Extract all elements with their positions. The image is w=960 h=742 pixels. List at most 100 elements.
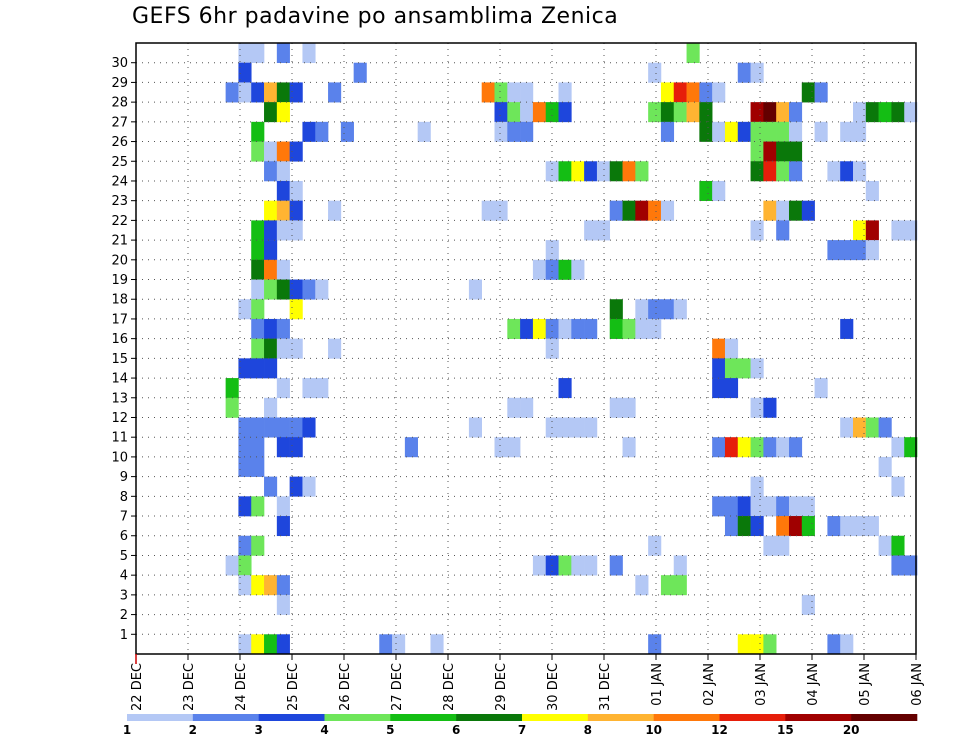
color-legend: 1 2 3 4 5 6 7 8 10 12 15 20 bbox=[123, 714, 918, 737]
heatmap-cell bbox=[507, 437, 521, 458]
heatmap-cell bbox=[545, 259, 559, 280]
heatmap-cell bbox=[289, 200, 303, 221]
y-tick-label: 12 bbox=[111, 411, 128, 426]
heatmap-cell bbox=[584, 555, 598, 576]
heatmap-cell bbox=[660, 299, 675, 320]
heatmap-cell bbox=[379, 634, 393, 655]
y-tick-label: 30 bbox=[111, 56, 128, 71]
heatmap-cell bbox=[276, 279, 290, 300]
heatmap-cell bbox=[622, 318, 636, 339]
heatmap-cell bbox=[648, 299, 662, 320]
heatmap-cell bbox=[724, 338, 739, 359]
heatmap-cell bbox=[558, 378, 572, 399]
heatmap-cell bbox=[225, 397, 239, 418]
x-tick-label: 27 DEC bbox=[390, 663, 405, 711]
heatmap-cell bbox=[891, 437, 905, 458]
heatmap-cell bbox=[251, 141, 265, 162]
heatmap-cell bbox=[763, 141, 777, 162]
heatmap-cell bbox=[251, 456, 265, 477]
legend-swatch bbox=[785, 714, 852, 721]
heatmap-cell bbox=[891, 476, 905, 497]
heatmap-cell bbox=[251, 259, 265, 280]
heatmap-cell bbox=[238, 437, 252, 458]
legend-swatch bbox=[587, 714, 654, 721]
x-tick-label: 23 DEC bbox=[182, 663, 197, 711]
heatmap-cell bbox=[571, 555, 585, 576]
heatmap-cell bbox=[315, 378, 329, 399]
heatmap-cell bbox=[750, 141, 764, 162]
heatmap-cell bbox=[865, 220, 879, 241]
heatmap-cell bbox=[878, 102, 892, 123]
heatmap-cell bbox=[814, 82, 828, 103]
heatmap-cell bbox=[724, 496, 739, 517]
x-tick-label: 05 JAN bbox=[858, 663, 873, 706]
heatmap-cell bbox=[891, 102, 905, 123]
heatmap-cell bbox=[238, 299, 252, 320]
heatmap-cell bbox=[251, 496, 265, 517]
heatmap-cell bbox=[251, 338, 265, 359]
heatmap-cell bbox=[776, 121, 790, 142]
heatmap-cell bbox=[776, 141, 790, 162]
heatmap-cell bbox=[264, 634, 278, 655]
y-tick-label: 23 bbox=[111, 194, 128, 209]
heatmap-cell bbox=[494, 200, 508, 221]
y-tick-label: 21 bbox=[111, 234, 128, 249]
heatmap-cell bbox=[673, 575, 687, 596]
heatmap-cell bbox=[904, 102, 918, 123]
heatmap-cell bbox=[251, 121, 265, 142]
heatmap-cell bbox=[788, 141, 803, 162]
heatmap-cell bbox=[225, 555, 239, 576]
y-tick-label: 2 bbox=[120, 608, 128, 623]
heatmap-cell bbox=[724, 516, 739, 537]
heatmap-cell bbox=[289, 180, 303, 201]
heatmap-cell bbox=[276, 259, 290, 280]
legend-label: 15 bbox=[777, 723, 794, 737]
y-tick-label: 14 bbox=[111, 372, 128, 387]
heatmap-cell bbox=[865, 240, 879, 261]
heatmap-cell bbox=[724, 437, 739, 458]
heatmap-cell bbox=[673, 555, 687, 576]
heatmap-cell bbox=[853, 161, 867, 182]
y-tick-label: 5 bbox=[120, 549, 128, 564]
heatmap-cell bbox=[238, 575, 252, 596]
x-tick-label: 30 DEC bbox=[546, 663, 561, 711]
heatmap-cell bbox=[302, 121, 316, 142]
legend-swatch bbox=[324, 714, 391, 721]
x-tick-label: 24 DEC bbox=[234, 663, 249, 711]
heatmap-cell bbox=[238, 535, 252, 556]
legend-label: 4 bbox=[320, 723, 328, 737]
heatmap-cell bbox=[622, 161, 636, 182]
heatmap-cell bbox=[264, 476, 278, 497]
heatmap-cell bbox=[609, 318, 623, 339]
heatmap-cell bbox=[827, 634, 841, 655]
heatmap-cell bbox=[417, 121, 431, 142]
heatmap-cell bbox=[494, 437, 508, 458]
heatmap-cell bbox=[609, 299, 623, 320]
heatmap-cell bbox=[686, 43, 700, 64]
heatmap-cell bbox=[648, 62, 662, 83]
heatmap-cell bbox=[904, 220, 918, 241]
heatmap-cell bbox=[494, 82, 508, 103]
heatmap-cell bbox=[737, 437, 751, 458]
heatmap-cell bbox=[801, 496, 815, 517]
y-tick-label: 8 bbox=[120, 490, 128, 505]
heatmap-cell bbox=[545, 102, 559, 123]
y-tick-label: 6 bbox=[120, 529, 128, 544]
heatmap-cell bbox=[904, 437, 918, 458]
heatmap-cell bbox=[750, 397, 764, 418]
heatmap-cell bbox=[788, 496, 803, 517]
heatmap-cell bbox=[251, 82, 265, 103]
heatmap-cell bbox=[686, 82, 700, 103]
heatmap-cell bbox=[276, 378, 290, 399]
heatmap-cell bbox=[571, 161, 585, 182]
heatmap-cell bbox=[750, 121, 764, 142]
heatmap-cell bbox=[635, 575, 649, 596]
heatmap-cell bbox=[251, 358, 265, 379]
heatmap-cell bbox=[264, 417, 278, 438]
heatmap-cell bbox=[507, 102, 521, 123]
heatmap-cell bbox=[865, 180, 879, 201]
heatmap-cell bbox=[776, 220, 790, 241]
heatmap-cell bbox=[673, 102, 687, 123]
heatmap-cell bbox=[558, 161, 572, 182]
